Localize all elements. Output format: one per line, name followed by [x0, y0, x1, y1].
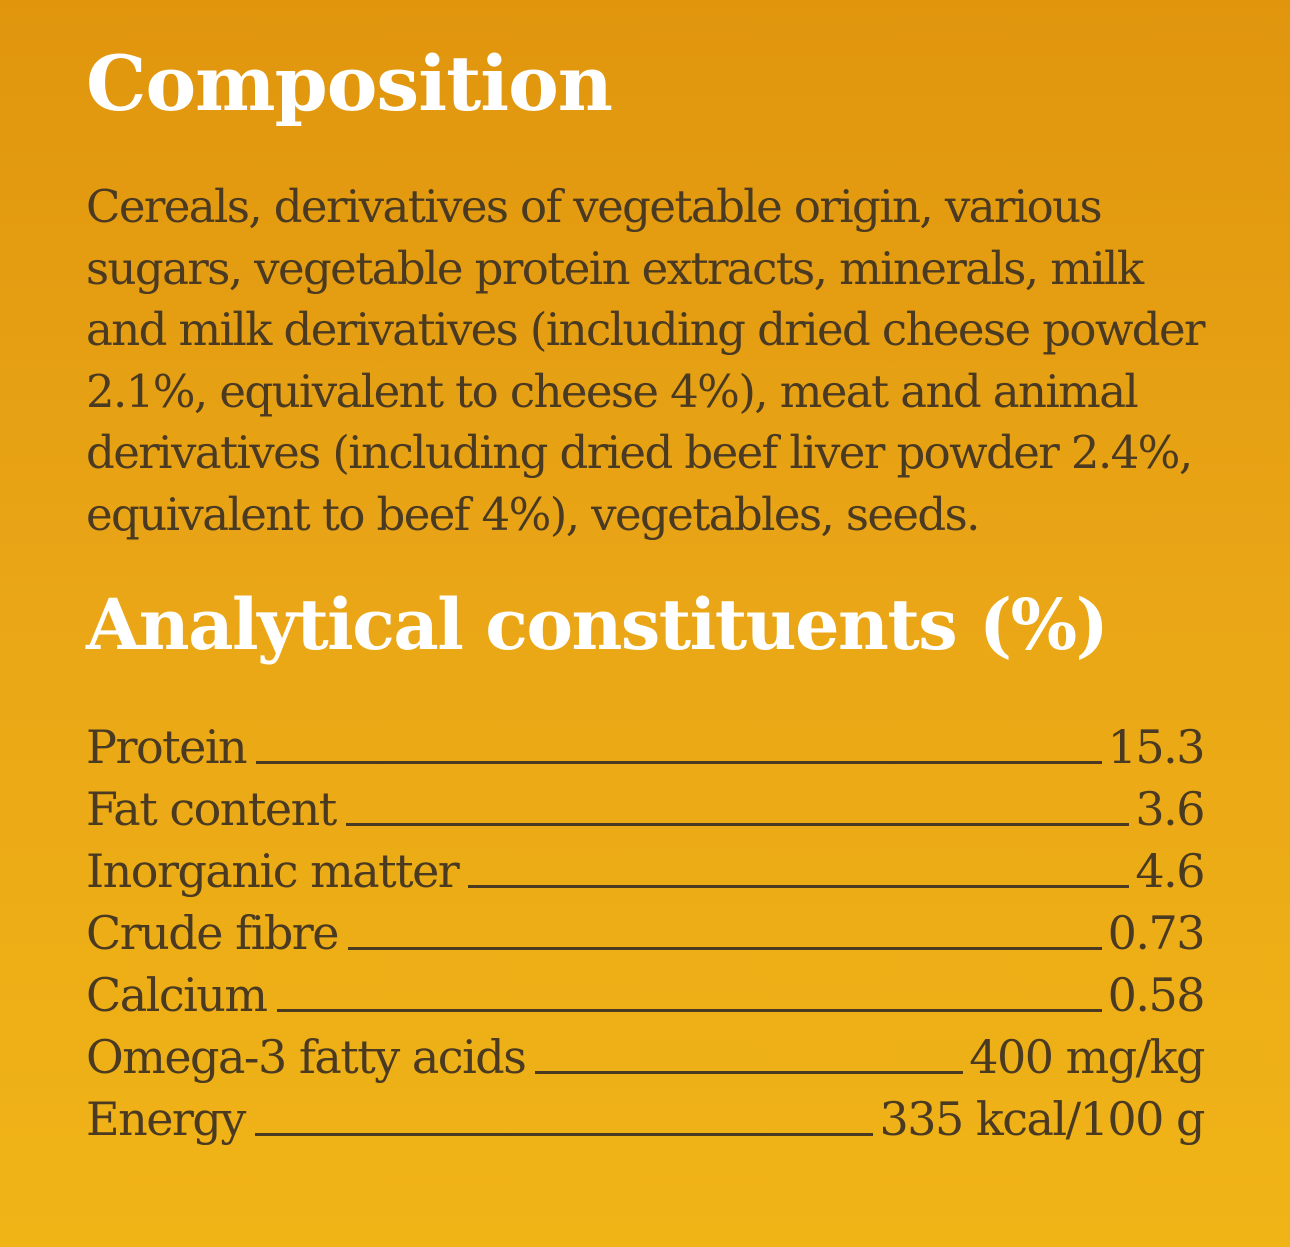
constituent-label: Omega-3 fatty acids: [86, 1030, 527, 1084]
leader-line: [535, 1071, 964, 1074]
constituent-value: 0.58: [1107, 968, 1206, 1022]
constituent-value: 3.6: [1135, 782, 1205, 836]
constituent-row-calcium: Calcium 0.58: [86, 960, 1206, 1022]
constituent-label: Calcium: [86, 968, 268, 1022]
analytical-constituents-heading: Analytical constituents (%): [86, 583, 1109, 666]
constituent-value: 400 mg/kg: [969, 1030, 1205, 1084]
constituent-row-protein: Protein 15.3: [86, 712, 1206, 774]
leader-line: [468, 885, 1130, 888]
constituent-row-energy: Energy 335 kcal/100 g: [86, 1084, 1205, 1146]
analytical-constituents-table: Protein 15.3 Fat content 3.6 Inorganic m…: [86, 712, 1206, 1146]
composition-heading: Composition: [86, 39, 613, 128]
leader-line: [276, 1009, 1102, 1012]
constituent-value: 335 kcal/100 g: [879, 1092, 1205, 1146]
constituent-row-crude-fibre: Crude fibre 0.73: [86, 898, 1206, 960]
leader-line: [345, 823, 1130, 826]
constituent-label: Crude fibre: [86, 906, 340, 960]
constituent-value: 15.3: [1107, 720, 1206, 774]
leader-line: [256, 761, 1102, 764]
constituent-row-inorganic-matter: Inorganic matter 4.6: [86, 836, 1205, 898]
constituent-label: Energy: [86, 1092, 246, 1146]
leader-line: [254, 1133, 874, 1136]
constituent-label: Fat content: [86, 782, 337, 836]
constituent-value: 0.73: [1107, 906, 1206, 960]
leader-line: [348, 947, 1102, 950]
constituent-value: 4.6: [1135, 844, 1205, 898]
constituent-row-omega-3: Omega-3 fatty acids 400 mg/kg: [86, 1022, 1205, 1084]
nutrition-panel: Composition Cereals, derivatives of vege…: [86, 39, 1206, 1143]
constituent-label: Protein: [86, 720, 248, 774]
composition-text: Cereals, derivatives of vegetable origin…: [86, 180, 1206, 541]
constituent-label: Inorganic matter: [86, 844, 460, 898]
constituent-row-fat-content: Fat content 3.6: [86, 774, 1205, 836]
